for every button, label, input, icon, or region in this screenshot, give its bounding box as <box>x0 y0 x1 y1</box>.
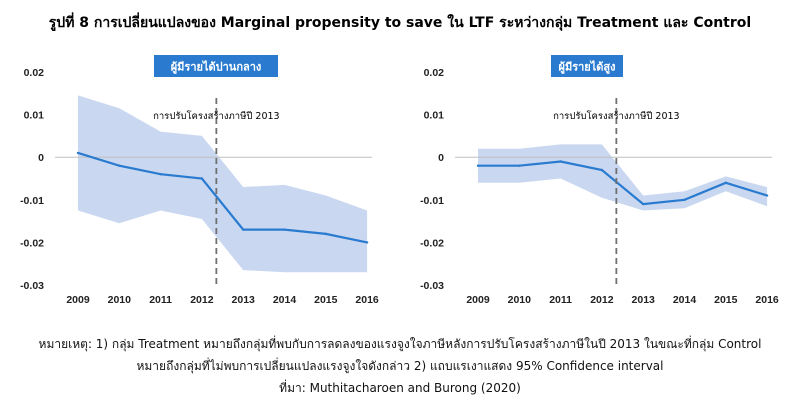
x-tick-label: 2013 <box>232 294 256 306</box>
footnote: หมายเหตุ: 1) กลุ่ม Treatment หมายถึงกลุ่… <box>0 333 800 399</box>
data-point <box>365 241 369 244</box>
series-line <box>478 160 768 206</box>
x-tick-label: 2015 <box>714 294 738 306</box>
data-point <box>200 177 204 180</box>
y-tick-label: -0.02 <box>420 237 444 249</box>
data-point <box>765 194 769 197</box>
x-tick-label: 2014 <box>273 294 297 306</box>
x-tick-label: 2010 <box>108 294 132 306</box>
chart-middle-income: 0.02 0.01 0 -0.01 -0.02 -0.03 2009 2010 2011 2012… <box>20 55 379 306</box>
data-point <box>642 202 645 206</box>
series-line <box>77 151 368 244</box>
group-badge <box>551 55 623 77</box>
y-tick-label: -0.01 <box>420 195 444 207</box>
x-tick-label: 2014 <box>673 294 697 306</box>
figure-title: รูปที่ 8 การเปลี่ยนแปลงของ Marginal prop… <box>48 15 752 31</box>
x-tick-label: 2011 <box>149 294 172 306</box>
data-point <box>118 164 121 167</box>
group-badge-label: ผู้มีรายได้ปานกลาง <box>171 60 262 75</box>
y-tick-label: 0.02 <box>24 67 45 79</box>
footnote-line-2: หมายถึงกลุ่มที่ไม่พบการเปลี่ยนแปลงแรงจูง… <box>136 359 664 373</box>
data-point <box>242 228 245 231</box>
y-tick-label: 0 <box>38 152 44 164</box>
data-point <box>159 173 162 176</box>
x-tick-label: 2016 <box>355 294 379 306</box>
footnote-line-1: หมายเหตุ: 1) กลุ่ม Treatment หมายถึงกลุ่… <box>38 337 762 351</box>
chart-high-income: 0.02 0.01 0 -0.01 -0.02 -0.03 2009 2010 2011 2012… <box>420 55 779 306</box>
data-point <box>76 151 80 155</box>
x-tick-label: 2015 <box>314 294 338 306</box>
data-point <box>518 164 521 167</box>
x-tick-label: 2009 <box>66 294 90 306</box>
x-tick-label: 2010 <box>508 294 532 306</box>
data-point <box>724 181 727 184</box>
confidence-band <box>78 95 368 273</box>
y-tick-label: 0 <box>438 152 444 164</box>
data-point <box>600 168 604 172</box>
y-tick-label: 0.01 <box>424 110 445 122</box>
data-point <box>559 160 562 163</box>
reform-annotation: การปรับโครงสร้างภาษีปี 2013 <box>153 110 280 122</box>
y-tick-label: -0.01 <box>20 195 44 207</box>
confidence-band <box>478 144 768 211</box>
group-badge-label: ผู้มีรายได้สูง <box>559 60 616 75</box>
y-tick-label: 0.02 <box>424 67 445 79</box>
group-badge <box>154 55 278 77</box>
x-tick-label: 2012 <box>190 294 214 306</box>
y-tick-label: 0.01 <box>24 110 45 122</box>
data-point <box>283 228 286 231</box>
x-tick-label: 2011 <box>549 294 572 306</box>
data-point <box>476 164 480 167</box>
y-tick-label: -0.03 <box>420 280 444 292</box>
y-tick-label: -0.02 <box>20 237 44 249</box>
x-tick-label: 2009 <box>466 294 490 306</box>
y-tick-label: -0.03 <box>20 280 44 292</box>
x-tick-label: 2012 <box>590 294 614 306</box>
data-point <box>683 198 686 201</box>
data-point <box>324 232 327 236</box>
x-tick-label: 2013 <box>632 294 656 306</box>
footnote-line-3: ที่มา: Muthitacharoen and Burong (2020) <box>279 381 521 395</box>
reform-annotation: การปรับโครงสร้างภาษีปี 2013 <box>553 110 680 122</box>
x-tick-label: 2016 <box>755 294 779 306</box>
